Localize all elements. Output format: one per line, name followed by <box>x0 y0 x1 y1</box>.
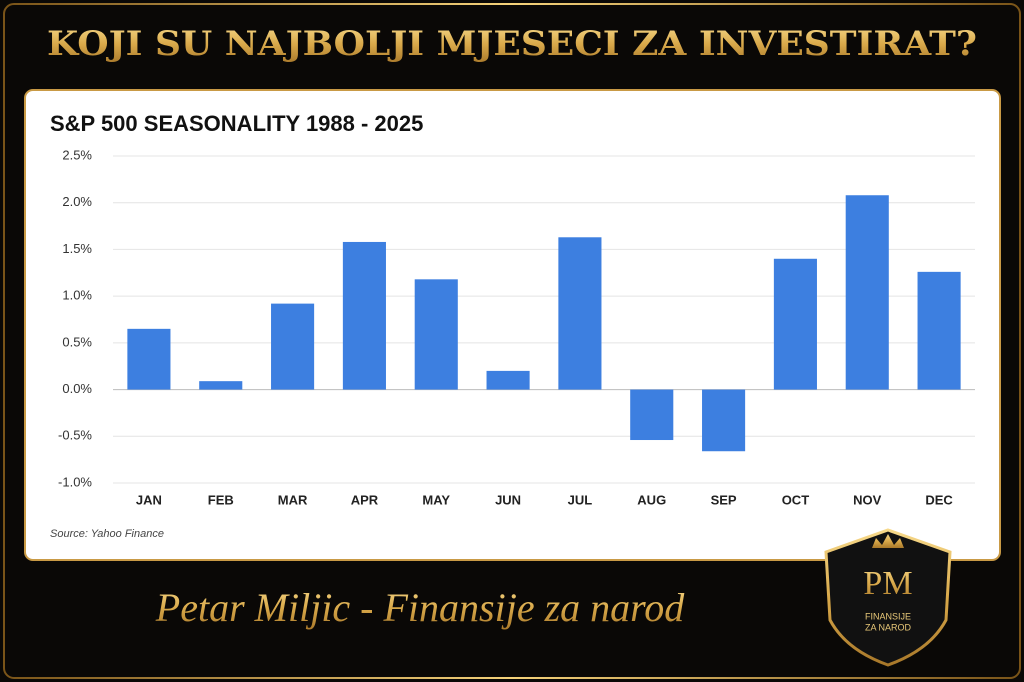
x-tick-label: JAN <box>136 492 162 507</box>
x-tick-label: OCT <box>782 492 810 507</box>
y-tick-label: 2.5% <box>62 147 92 162</box>
x-tick-label: NOV <box>853 492 882 507</box>
logo-crown <box>872 534 904 548</box>
bar <box>199 381 243 390</box>
bar <box>773 258 817 390</box>
frame <box>3 3 1021 679</box>
bar <box>127 328 171 390</box>
chart-panel <box>24 89 1001 561</box>
y-tick-label: 0.0% <box>62 381 92 396</box>
x-tick-label: APR <box>351 492 379 507</box>
y-tick-label: -0.5% <box>58 428 92 443</box>
logo-shield <box>824 528 952 667</box>
x-tick-label: MAY <box>422 492 450 507</box>
bar <box>342 241 386 390</box>
y-tick-label: 1.0% <box>62 288 92 303</box>
bar <box>271 303 315 390</box>
bar <box>414 279 458 390</box>
x-tick-label: JUL <box>568 492 593 507</box>
bar <box>486 370 530 390</box>
bar <box>917 271 961 390</box>
y-tick-label: 0.5% <box>62 334 92 349</box>
y-tick-label: 2.0% <box>62 194 92 209</box>
x-tick-label: SEP <box>711 492 737 507</box>
x-tick-label: MAR <box>278 492 308 507</box>
signature: Petar Miljic - Finansije za narod <box>155 585 685 630</box>
bar <box>702 389 746 452</box>
logo-monogram: PM <box>863 565 912 602</box>
chart-title: S&P 500 SEASONALITY 1988 - 2025 <box>50 111 423 136</box>
bar <box>558 237 602 390</box>
bar <box>630 389 674 441</box>
headline: KOJI SU NAJBOLJI MJESECI ZA INVESTIRAT? <box>47 24 977 64</box>
x-tick-label: AUG <box>637 492 666 507</box>
source-note: Source: Yahoo Finance <box>50 528 164 540</box>
logo: PM FINANSIJE ZA NAROD <box>824 528 952 667</box>
x-tick-label: FEB <box>208 492 234 507</box>
bar <box>845 195 889 390</box>
y-tick-label: -1.0% <box>58 474 92 489</box>
x-tick-label: DEC <box>925 492 953 507</box>
logo-text: ZA NAROD <box>865 622 912 632</box>
logo-text: FINANSIJE <box>865 611 911 621</box>
x-tick-label: JUN <box>495 492 521 507</box>
y-tick-label: 1.5% <box>62 241 92 256</box>
